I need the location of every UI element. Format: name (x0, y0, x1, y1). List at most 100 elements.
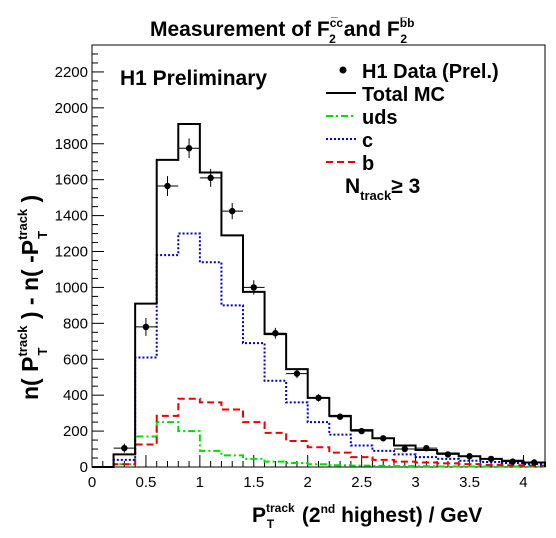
data-point (113, 443, 136, 453)
legend-c-label: c (362, 130, 373, 152)
xlabel-sup: track (266, 501, 295, 515)
data-point (480, 455, 502, 463)
data-point-marker (121, 444, 128, 452)
y-tick-label: 1000 (55, 279, 88, 296)
plot-frame (91, 44, 546, 468)
y-tick-label: 1200 (55, 244, 88, 261)
x-tick-label: 2 (304, 474, 312, 491)
x-tick-label: 0 (88, 474, 96, 491)
y-tick-label: 400 (63, 387, 88, 404)
ntrack-n: N (345, 175, 360, 198)
data-point-marker (185, 145, 193, 152)
c-hist (92, 232, 546, 468)
ylabel-part1: n( P (17, 357, 43, 400)
x-tick-label: 1 (196, 474, 204, 491)
data-point-marker (509, 458, 516, 465)
x-ticks: 0 0.5 1 1.5 2 2.5 3 3.5 4 (88, 455, 535, 491)
xlabel-nd: nd (321, 502, 336, 516)
y-axis-label: n( Ptrack T ) - n( -Ptrack T ) (15, 195, 50, 400)
data-point (372, 435, 394, 442)
xlabel-mid: (2 (296, 504, 321, 527)
legend: H1 Data (Prel.) Total MC uds c b (326, 61, 499, 175)
title-cc-sup: c̅c (330, 16, 344, 30)
ylabel-sup1: track (15, 325, 30, 357)
data-points (113, 138, 545, 466)
b-hist (92, 397, 546, 468)
xlabel-p: P (252, 504, 266, 527)
title-cc-sub: 2 (329, 32, 336, 46)
h1-preliminary-label: H1 Preliminary (120, 67, 267, 90)
data-point (394, 445, 416, 453)
x-tick-label: 3.5 (459, 474, 480, 491)
data-point-marker (380, 435, 387, 442)
x-tick-label: 2.5 (351, 474, 372, 491)
legend-b-label: b (362, 153, 374, 175)
data-point-marker (293, 370, 301, 377)
data-point (307, 394, 330, 402)
data-point-marker (466, 453, 473, 460)
data-point-marker (487, 455, 495, 463)
data-point-marker (444, 451, 452, 458)
xlabel-rest: highest) / GeV (335, 504, 482, 527)
y-tick-label: 1400 (55, 208, 88, 225)
data-point (156, 176, 179, 196)
y-tick-label: 1800 (55, 136, 88, 153)
title-main: Measurement of F (150, 18, 330, 41)
ntrack-sub: track (360, 188, 392, 203)
y-tick-label: 0 (80, 459, 88, 476)
title-and: and F (344, 18, 400, 41)
data-point (286, 369, 308, 379)
data-point (221, 203, 243, 220)
y-tick-label: 1600 (55, 172, 88, 189)
data-point-marker (358, 427, 365, 435)
ylabel-part2: ) - n( -P (17, 240, 43, 326)
ylabel-part3: ) (17, 195, 43, 209)
data-point-marker (229, 207, 236, 215)
data-point (135, 317, 157, 336)
data-point (523, 459, 545, 466)
title-bb-sub: 2 (400, 32, 407, 46)
data-point-marker (401, 445, 408, 453)
data-point (415, 444, 438, 452)
x-tick-label: 3 (411, 474, 419, 491)
data-point-marker (531, 459, 538, 466)
x-tick-label: 0.5 (135, 474, 156, 491)
ylabel-sub2: T (35, 231, 50, 239)
title-bb-sup: b̅b (400, 16, 415, 30)
uds-hist (92, 421, 546, 468)
data-point (437, 451, 459, 458)
y-tick-label: 200 (63, 423, 88, 440)
data-point-marker (142, 323, 150, 331)
data-point (329, 413, 351, 420)
data-point (178, 138, 200, 159)
data-point-marker (272, 330, 279, 337)
data-point (501, 458, 524, 465)
x-tick-label: 4 (519, 474, 527, 491)
data-point (264, 327, 287, 339)
data-point-marker (423, 444, 430, 452)
legend-total-label: Total MC (362, 84, 445, 106)
data-point-marker (164, 182, 171, 190)
data-point (243, 280, 265, 295)
ylabel-sup2: track (15, 208, 30, 240)
data-point-marker (250, 284, 257, 291)
total-mc-hist (92, 123, 546, 468)
legend-data-marker (339, 66, 347, 74)
data-point-marker (315, 394, 322, 402)
chart-title: Measurement of Fc̅c 2 and Fb̅b 2 (150, 16, 414, 46)
legend-uds-label: uds (362, 107, 398, 129)
y-tick-label: 600 (63, 351, 88, 368)
data-point (199, 168, 222, 187)
data-point-marker (336, 413, 344, 420)
y-tick-label: 800 (63, 315, 88, 332)
x-tick-label: 1.5 (243, 474, 264, 491)
xlabel-sub: T (267, 517, 275, 531)
histograms (92, 123, 546, 468)
ylabel-sub1: T (35, 347, 50, 355)
x-axis-label: Ptrack T (2nd highest) / GeV (252, 501, 482, 531)
y-ticks: 0 200 400 600 800 1000 1200 1400 1600 1800 2000 220… (55, 53, 104, 476)
y-tick-label: 2000 (55, 100, 88, 117)
data-point (458, 453, 481, 460)
ntrack-rest: ≥ 3 (391, 175, 420, 198)
